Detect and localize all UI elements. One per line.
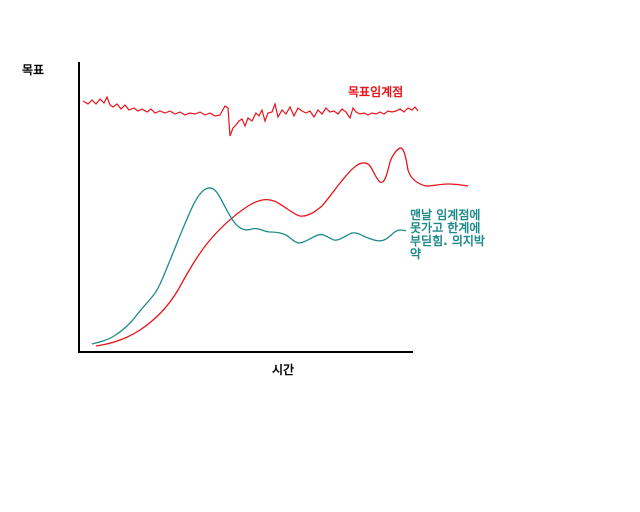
willpower-curve bbox=[91, 187, 407, 345]
annotation-note: 맨날 임계점에 못가고 한계에 부딛힘. 의지박 약 bbox=[410, 209, 530, 261]
x-axis-label: 시간 bbox=[272, 363, 295, 377]
note-line-1: 맨날 임계점에 bbox=[410, 208, 481, 222]
note-line-2: 못가고 한계에 bbox=[410, 221, 481, 235]
threshold-label: 목표임계점 bbox=[348, 85, 404, 99]
threshold-line bbox=[82, 95, 419, 137]
note-line-3: 부딛힘. 의지박 bbox=[410, 234, 485, 248]
note-line-4: 약 bbox=[410, 247, 422, 261]
progress-curve bbox=[95, 147, 469, 347]
y-axis-label: 목표 bbox=[22, 63, 45, 77]
